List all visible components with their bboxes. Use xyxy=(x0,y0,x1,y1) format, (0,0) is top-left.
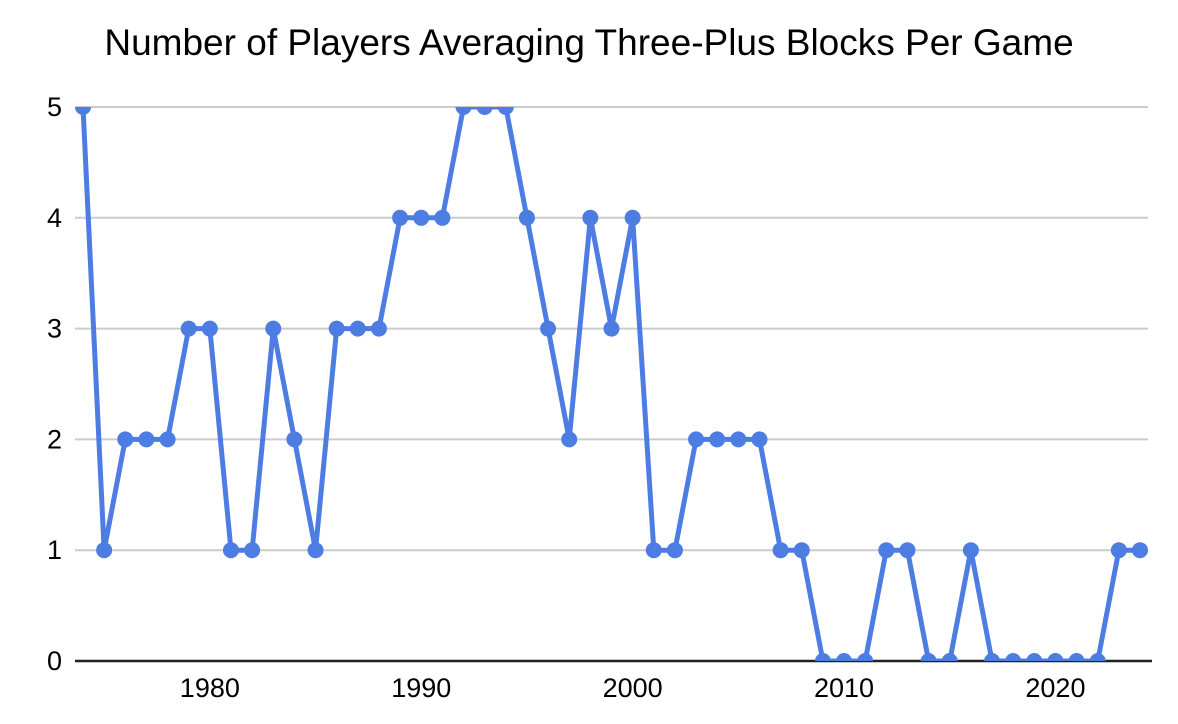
data-point xyxy=(328,320,345,337)
data-point xyxy=(201,320,218,337)
y-axis-tick-label: 3 xyxy=(47,314,62,344)
data-point xyxy=(540,320,557,337)
series-line xyxy=(80,107,1143,661)
data-point xyxy=(561,431,578,448)
data-point xyxy=(751,431,768,448)
data-point xyxy=(688,431,705,448)
data-point xyxy=(857,653,874,661)
data-point xyxy=(836,653,853,661)
data-point xyxy=(793,542,810,559)
data-point xyxy=(1089,653,1106,661)
data-point xyxy=(709,431,726,448)
data-point xyxy=(1005,653,1022,661)
data-point xyxy=(413,209,430,226)
data-point xyxy=(434,209,451,226)
x-axis-tick-label: 1980 xyxy=(180,673,240,703)
y-axis-tick-label: 4 xyxy=(47,203,62,233)
data-point xyxy=(455,107,472,115)
y-axis-tick-label: 2 xyxy=(47,424,62,454)
data-point xyxy=(645,542,662,559)
data-point xyxy=(1068,653,1085,661)
y-axis-tick-label: 5 xyxy=(47,92,62,122)
x-axis-tick-label: 2010 xyxy=(814,673,874,703)
data-point xyxy=(117,431,134,448)
data-point xyxy=(349,320,366,337)
data-point xyxy=(1026,653,1043,661)
data-point xyxy=(772,542,789,559)
y-axis-tick-label: 1 xyxy=(47,535,62,565)
data-point xyxy=(1047,653,1064,661)
data-point xyxy=(814,653,831,661)
data-point xyxy=(370,320,387,337)
series-group xyxy=(75,107,1148,661)
data-point xyxy=(624,209,641,226)
x-axis-tick-label: 2000 xyxy=(603,673,663,703)
data-point xyxy=(582,209,599,226)
data-point xyxy=(730,431,747,448)
chart-title: Number of Players Averaging Three-Plus B… xyxy=(104,22,1074,63)
data-point xyxy=(138,431,155,448)
x-axis-tick-label: 1990 xyxy=(391,673,451,703)
data-point xyxy=(518,209,535,226)
data-point xyxy=(899,542,916,559)
data-point xyxy=(244,542,261,559)
data-point xyxy=(497,107,514,115)
data-point xyxy=(180,320,197,337)
data-point xyxy=(265,320,282,337)
data-point xyxy=(286,431,303,448)
data-point xyxy=(920,653,937,661)
data-point xyxy=(476,107,493,115)
data-point xyxy=(392,209,409,226)
data-point xyxy=(307,542,324,559)
data-point xyxy=(75,107,91,115)
data-point xyxy=(1132,542,1148,559)
data-point xyxy=(159,431,176,448)
data-point xyxy=(1110,542,1127,559)
data-point xyxy=(666,542,683,559)
data-point xyxy=(984,653,1001,661)
data-point xyxy=(603,320,620,337)
data-point xyxy=(962,542,979,559)
y-axis-tick-label: 0 xyxy=(47,646,62,676)
data-point xyxy=(96,542,113,559)
data-point xyxy=(941,653,958,661)
x-axis-tick-label: 2020 xyxy=(1025,673,1085,703)
data-point xyxy=(222,542,239,559)
data-point xyxy=(878,542,895,559)
